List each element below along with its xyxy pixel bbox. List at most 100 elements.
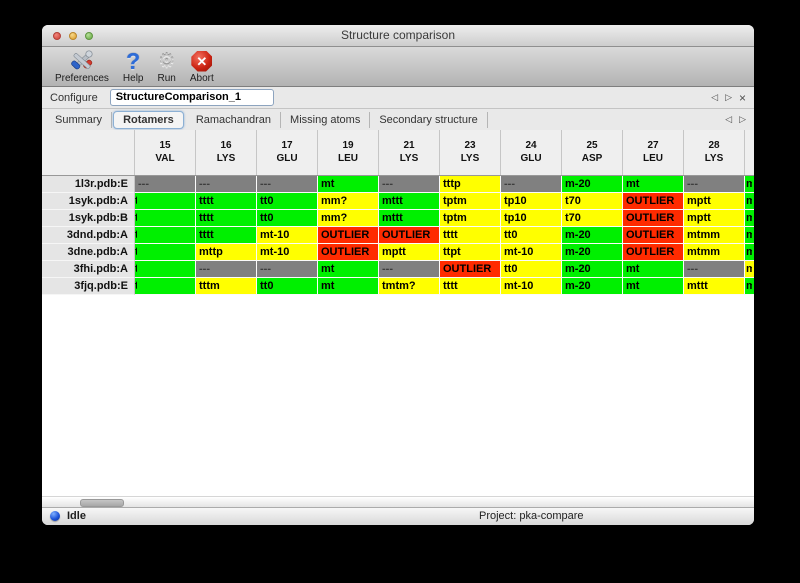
rotamer-cell[interactable]: --- xyxy=(196,261,257,278)
next-arrow-icon[interactable]: ▷ xyxy=(739,114,746,125)
rotamer-cell[interactable]: tp10 xyxy=(501,210,562,227)
rotamer-cell[interactable]: mttt xyxy=(379,210,440,227)
rotamer-cell[interactable]: mptt xyxy=(684,193,745,210)
row-label[interactable]: 3dne.pdb:A xyxy=(42,244,135,261)
rotamer-cell-clipped[interactable]: m xyxy=(745,261,754,278)
rotamer-cell[interactable]: tp10 xyxy=(501,193,562,210)
rotamer-cell[interactable]: t xyxy=(135,210,196,227)
rotamer-cell[interactable]: tttt xyxy=(440,227,501,244)
rotamer-cell[interactable]: --- xyxy=(257,176,318,193)
prev-arrow-icon[interactable]: ◁ xyxy=(711,92,719,103)
rotamer-cell[interactable]: OUTLIER xyxy=(623,227,684,244)
rotamer-cell[interactable]: --- xyxy=(135,176,196,193)
rotamer-cell[interactable]: mptt xyxy=(379,244,440,261)
rotamer-cell[interactable]: t xyxy=(135,261,196,278)
rotamer-cell[interactable]: --- xyxy=(257,261,318,278)
rotamer-cell[interactable]: m-20 xyxy=(562,244,623,261)
rotamer-cell[interactable]: m-20 xyxy=(562,261,623,278)
rotamer-cell[interactable]: m-20 xyxy=(562,176,623,193)
rotamer-cell-clipped[interactable]: m xyxy=(745,227,754,244)
rotamer-cell[interactable]: tptm xyxy=(440,210,501,227)
row-label[interactable]: 3fhi.pdb:A xyxy=(42,261,135,278)
rotamer-cell[interactable]: --- xyxy=(379,176,440,193)
tab-ramachandran[interactable]: Ramachandran xyxy=(187,111,282,128)
row-label[interactable]: 1l3r.pdb:E xyxy=(42,176,135,193)
rotamer-cell[interactable]: OUTLIER xyxy=(623,244,684,261)
rotamer-cell[interactable]: mtmm xyxy=(684,244,745,261)
rotamer-cell[interactable]: tttt xyxy=(196,193,257,210)
minimize-window-button[interactable] xyxy=(69,32,77,40)
rotamer-cell-clipped[interactable]: m xyxy=(745,244,754,261)
rotamer-cell[interactable]: mm? xyxy=(318,193,379,210)
rotamer-cell[interactable]: m-20 xyxy=(562,227,623,244)
rotamer-cell[interactable]: --- xyxy=(379,261,440,278)
rotamer-cell[interactable]: OUTLIER xyxy=(623,193,684,210)
rotamer-cell[interactable]: tt0 xyxy=(257,210,318,227)
run-button[interactable]: ⚙ Run xyxy=(151,48,183,85)
horizontal-scrollbar[interactable] xyxy=(42,496,754,507)
tab-summary[interactable]: Summary xyxy=(46,111,113,128)
rotamer-cell[interactable]: t xyxy=(135,193,196,210)
configure-name-field[interactable]: StructureComparison_1 xyxy=(109,89,274,106)
rotamer-cell[interactable]: mt xyxy=(318,278,379,295)
tab-secondary-structure[interactable]: Secondary structure xyxy=(370,111,488,128)
rotamer-cell[interactable]: t70 xyxy=(562,210,623,227)
tab-rotamers[interactable]: Rotamers xyxy=(113,110,184,129)
rotamer-cell[interactable]: mt-10 xyxy=(257,244,318,261)
close-icon[interactable]: × xyxy=(738,90,746,105)
rotamer-cell[interactable]: tttt xyxy=(196,210,257,227)
rotamer-cell[interactable]: tttt xyxy=(196,227,257,244)
row-label[interactable]: 1syk.pdb:B xyxy=(42,210,135,227)
close-window-button[interactable] xyxy=(53,32,61,40)
rotamer-cell[interactable]: t xyxy=(135,227,196,244)
rotamer-cell[interactable]: tmtm? xyxy=(379,278,440,295)
tab-missing-atoms[interactable]: Missing atoms xyxy=(281,111,371,128)
rotamer-cell-clipped[interactable]: m xyxy=(745,210,754,227)
rotamer-cell[interactable]: tttt xyxy=(440,278,501,295)
rotamer-cell[interactable]: tt0 xyxy=(501,227,562,244)
rotamer-cell[interactable]: t xyxy=(135,278,196,295)
rotamer-cell[interactable]: --- xyxy=(684,176,745,193)
rotamer-cell[interactable]: --- xyxy=(501,176,562,193)
scrollbar-thumb[interactable] xyxy=(80,499,124,507)
rotamer-cell[interactable]: tttp xyxy=(440,176,501,193)
rotamer-cell[interactable]: mt xyxy=(623,261,684,278)
preferences-button[interactable]: Preferences xyxy=(48,48,116,85)
rotamer-cell-clipped[interactable]: m xyxy=(745,193,754,210)
rotamer-cell[interactable]: OUTLIER xyxy=(379,227,440,244)
rotamer-cell[interactable]: tt0 xyxy=(257,193,318,210)
rotamer-cell[interactable]: t xyxy=(135,244,196,261)
rotamer-cell-clipped[interactable]: m xyxy=(745,176,754,193)
row-label[interactable]: 3fjq.pdb:E xyxy=(42,278,135,295)
row-label[interactable]: 1syk.pdb:A xyxy=(42,193,135,210)
row-label[interactable]: 3dnd.pdb:A xyxy=(42,227,135,244)
rotamer-cell[interactable]: mt xyxy=(318,261,379,278)
rotamer-cell[interactable]: mt xyxy=(623,278,684,295)
rotamer-cell[interactable]: OUTLIER xyxy=(440,261,501,278)
help-button[interactable]: ? Help xyxy=(116,48,151,85)
zoom-window-button[interactable] xyxy=(85,32,93,40)
rotamer-cell[interactable]: m-20 xyxy=(562,278,623,295)
rotamer-cell[interactable]: --- xyxy=(684,261,745,278)
rotamer-cell[interactable]: mt-10 xyxy=(501,278,562,295)
rotamer-cell[interactable]: mt-10 xyxy=(257,227,318,244)
prev-arrow-icon[interactable]: ◁ xyxy=(725,114,733,125)
next-arrow-icon[interactable]: ▷ xyxy=(725,92,732,103)
rotamer-cell[interactable]: mt-10 xyxy=(501,244,562,261)
rotamer-cell[interactable]: tt0 xyxy=(257,278,318,295)
rotamer-cell[interactable]: mtmm xyxy=(684,227,745,244)
rotamer-cell[interactable]: tttm xyxy=(196,278,257,295)
rotamer-cell[interactable]: mptt xyxy=(684,210,745,227)
rotamer-cell[interactable]: mt xyxy=(623,176,684,193)
rotamer-cell[interactable]: OUTLIER xyxy=(623,210,684,227)
rotamer-cell[interactable]: OUTLIER xyxy=(318,244,379,261)
abort-button[interactable]: ✕ Abort xyxy=(183,48,221,85)
rotamer-cell[interactable]: tptm xyxy=(440,193,501,210)
rotamer-cell[interactable]: mt xyxy=(318,176,379,193)
rotamer-cell[interactable]: mttt xyxy=(684,278,745,295)
rotamer-cell[interactable]: tt0 xyxy=(501,261,562,278)
rotamer-cell[interactable]: --- xyxy=(196,176,257,193)
rotamer-cell[interactable]: t70 xyxy=(562,193,623,210)
rotamer-cell[interactable]: mm? xyxy=(318,210,379,227)
rotamer-cell[interactable]: OUTLIER xyxy=(318,227,379,244)
